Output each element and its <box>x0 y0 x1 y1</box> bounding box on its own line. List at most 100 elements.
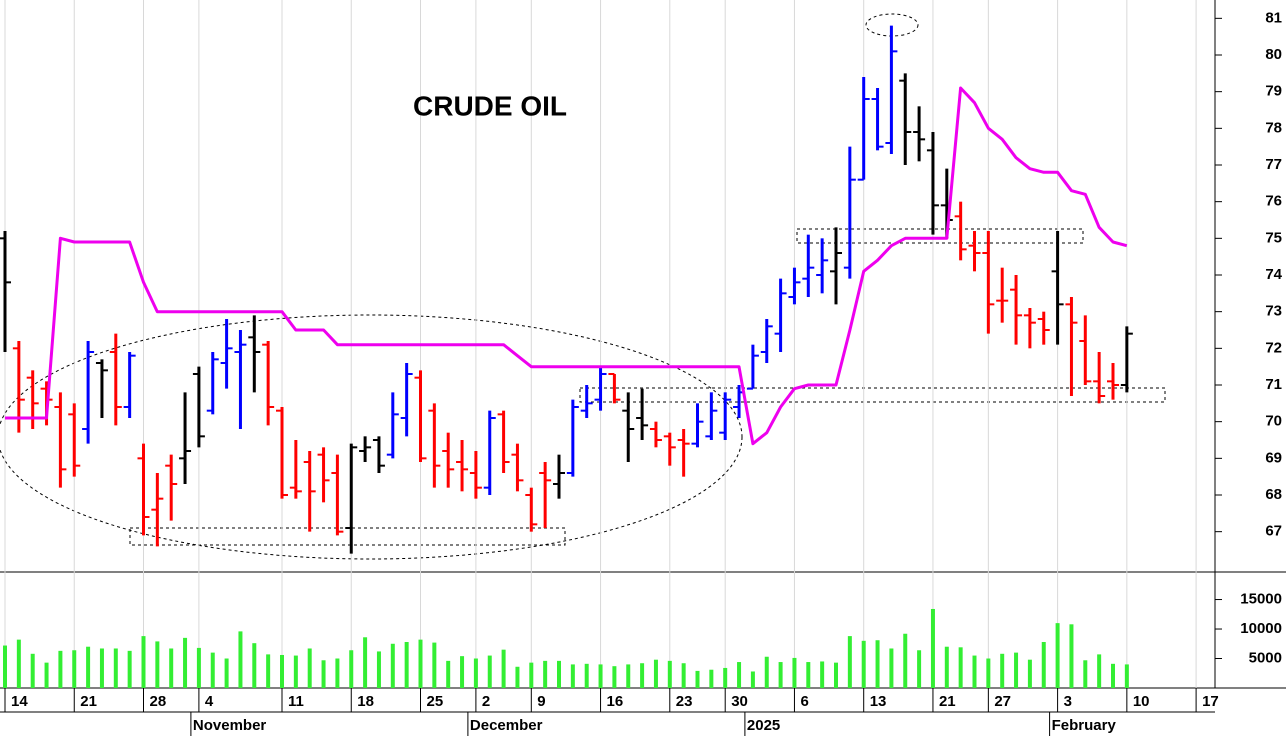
volume-bar <box>224 658 229 688</box>
volume-bar <box>1111 663 1115 688</box>
volume-bar <box>1014 652 1019 688</box>
volume-bar <box>390 643 395 688</box>
volume-bar <box>737 662 742 688</box>
month-label: December <box>470 717 543 734</box>
volume-bar <box>238 631 243 688</box>
y-tick-label: 10000 <box>1240 620 1282 637</box>
x-tick-label: 21 <box>939 693 956 710</box>
x-tick-label: 30 <box>731 693 748 710</box>
volume-bar <box>1041 642 1046 688</box>
volume-bar <box>972 655 977 688</box>
chart-title: CRUDE OIL <box>413 90 567 121</box>
volume-bar <box>307 648 312 688</box>
volume-bar <box>764 656 769 688</box>
x-tick-label: 21 <box>80 693 97 710</box>
volume-bar <box>335 658 340 688</box>
annotation-ellipse <box>0 314 743 560</box>
volume-bar <box>570 664 575 688</box>
y-tick-label: 5000 <box>1249 649 1282 666</box>
volume-bar <box>58 650 63 688</box>
x-tick-label: 10 <box>1133 693 1150 710</box>
x-tick-label: 13 <box>870 693 887 710</box>
volume-bar <box>252 643 257 688</box>
volume-bar <box>820 661 825 688</box>
y-tick-label: 75 <box>1265 229 1282 246</box>
volume-bar <box>1069 624 1074 688</box>
x-tick-label: 23 <box>676 693 693 710</box>
volume-bar <box>418 639 423 688</box>
volume-bar <box>501 649 506 688</box>
y-tick-label: 70 <box>1265 413 1282 430</box>
x-tick-label: 4 <box>205 693 214 710</box>
volume-bar <box>473 658 478 688</box>
x-tick-label: 17 <box>1202 693 1219 710</box>
volume-bar <box>1124 664 1129 688</box>
volume-bar <box>944 646 949 688</box>
x-tick-label: 11 <box>288 693 304 710</box>
line-series <box>5 86 1128 446</box>
volume-bar <box>16 639 21 688</box>
volume-bar <box>917 650 922 688</box>
y-tick-label: 77 <box>1265 156 1282 173</box>
volume-bar <box>529 662 534 688</box>
annotation-box <box>579 387 1166 403</box>
volume-bar <box>44 662 49 688</box>
y-tick-label: 79 <box>1265 83 1282 100</box>
volume-bar <box>155 641 160 688</box>
volume-bar <box>778 662 783 688</box>
volume-bar <box>1083 660 1088 688</box>
y-tick-label: 68 <box>1265 486 1282 503</box>
volume-bar <box>363 637 368 688</box>
volume-bar <box>1000 653 1005 688</box>
volume-bar <box>1027 659 1032 688</box>
volume-bar <box>1097 654 1102 688</box>
x-tick-label: 28 <box>150 693 167 710</box>
volume-bar <box>626 664 631 688</box>
volume-bar <box>432 642 437 688</box>
volume-bar <box>183 637 188 688</box>
volume-bar <box>681 663 686 688</box>
y-tick-label: 15000 <box>1240 591 1282 608</box>
volume-bar <box>266 654 271 688</box>
volume-bar <box>584 663 589 688</box>
y-tick-label: 80 <box>1265 46 1282 63</box>
x-tick-label: 16 <box>607 693 624 710</box>
volume-bar <box>99 648 104 688</box>
volume-bar <box>404 642 409 688</box>
month-label: February <box>1052 717 1117 734</box>
x-tick-label: 14 <box>11 693 28 710</box>
volume-bar <box>750 671 755 688</box>
volume-bar <box>1055 623 1060 688</box>
volume-bar <box>86 646 91 688</box>
month-label: 2025 <box>747 717 780 734</box>
x-tick-label: 25 <box>427 693 444 710</box>
volume-bar <box>446 660 451 688</box>
volume-bar <box>653 659 658 688</box>
volume-bar <box>612 666 617 688</box>
volume-bar <box>169 648 174 688</box>
volume-bar <box>515 666 520 688</box>
volume-bar <box>875 640 880 688</box>
volume-bar <box>376 651 381 688</box>
volume-bar <box>196 647 201 688</box>
volume-bar <box>141 636 146 688</box>
volume-bar <box>723 667 728 688</box>
volume-bar <box>986 658 991 688</box>
volume-bar <box>889 648 894 688</box>
y-tick-label: 71 <box>1265 376 1282 393</box>
volume-bar <box>127 650 132 688</box>
volume-bar <box>792 657 797 688</box>
volume-bar <box>30 653 35 688</box>
y-tick-label: 72 <box>1265 339 1282 356</box>
volume-bar <box>861 640 866 688</box>
volume-bar <box>210 652 215 688</box>
volume-bar <box>667 660 672 688</box>
volume-bar <box>543 660 548 688</box>
volume-bar <box>280 654 284 688</box>
y-tick-label: 73 <box>1265 303 1282 320</box>
volume-bar <box>72 650 77 688</box>
volume-bar <box>709 669 714 688</box>
volume-bar <box>958 647 963 688</box>
y-tick-label: 76 <box>1265 193 1282 210</box>
